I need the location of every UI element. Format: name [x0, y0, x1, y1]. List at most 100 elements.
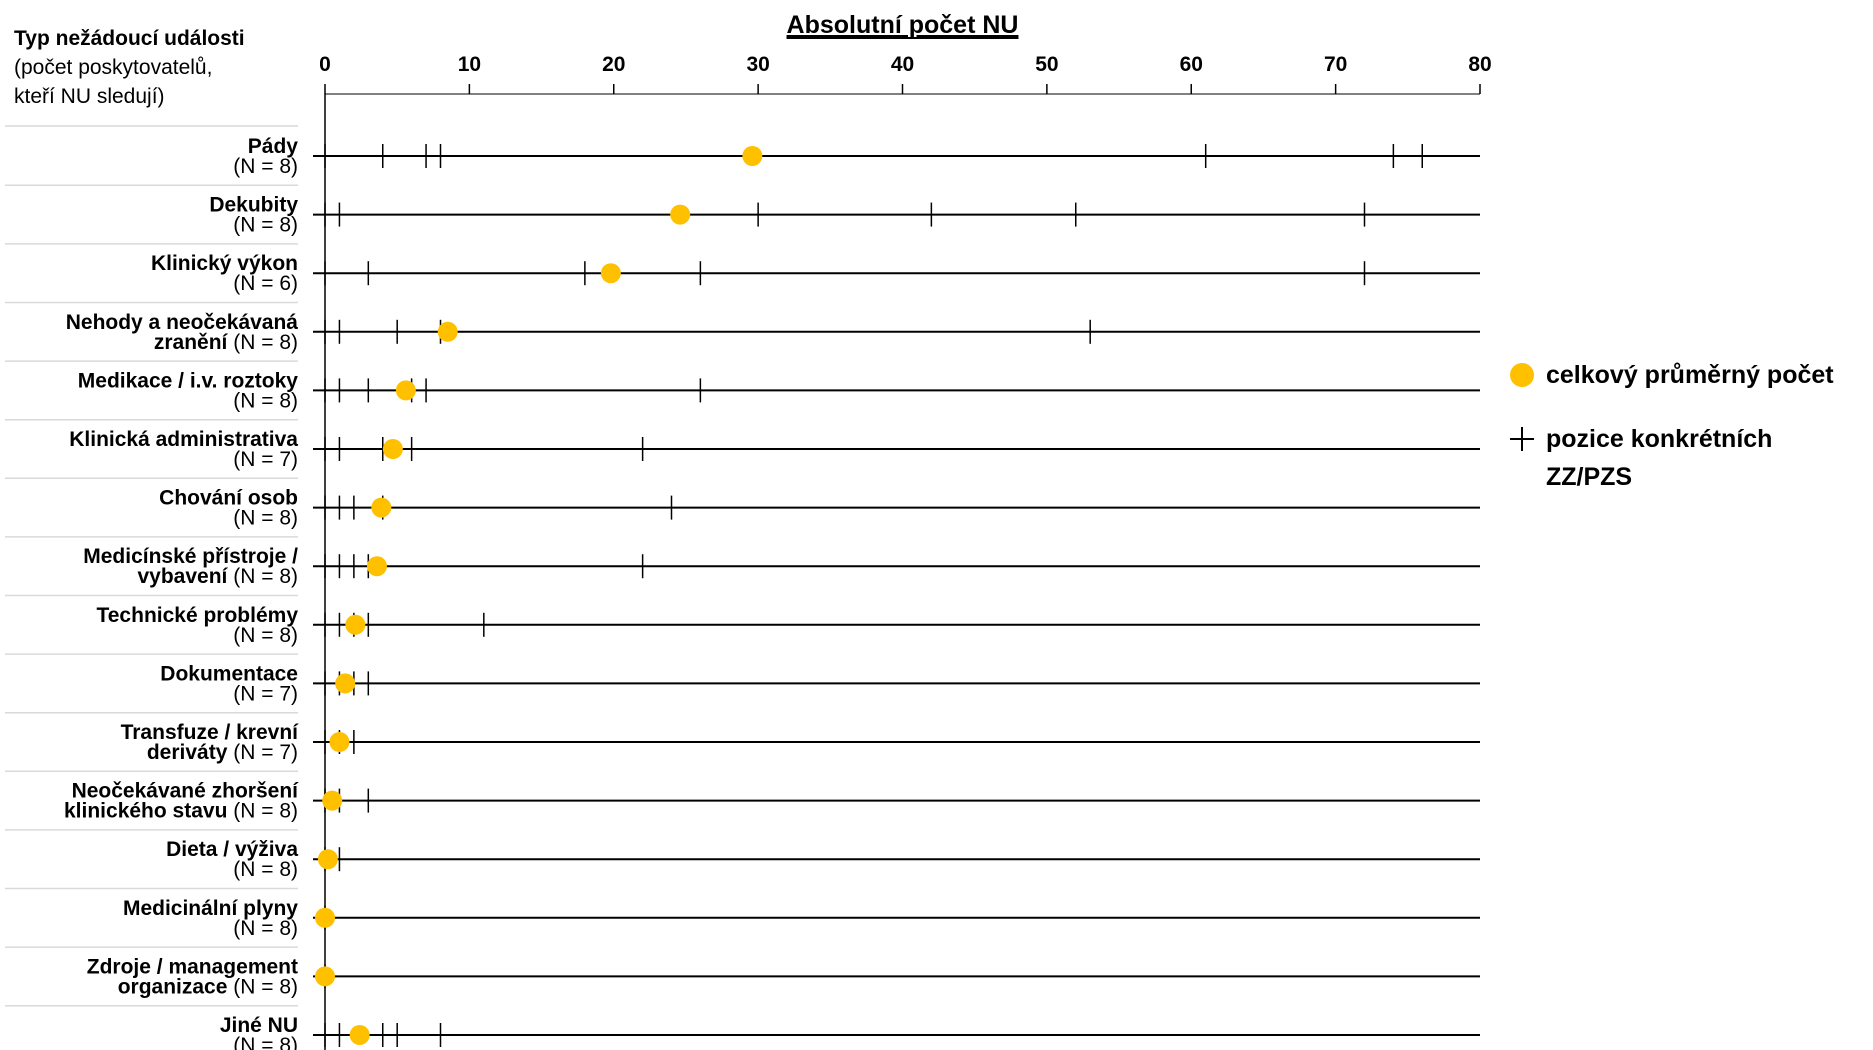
mean-marker — [315, 907, 335, 928]
mean-marker — [600, 263, 621, 284]
row-label-name: deriváty — [147, 741, 233, 764]
chart-row: Technické problémy (N = 8) — [5, 604, 1480, 655]
row-label-name: Nehody a neočekávaná — [66, 311, 299, 334]
row-label-n: (N = 7) — [233, 741, 298, 764]
mean-marker — [335, 673, 356, 694]
row-label-n: (N = 8) — [233, 565, 298, 588]
row-label-n: (N = 8) — [233, 155, 298, 178]
row-label-n: (N = 7) — [233, 448, 298, 471]
chart-row: Chování osob (N = 8) — [5, 487, 1480, 538]
legend-item-positions: pozice konkrétních ZZ/PZS — [1510, 420, 1834, 496]
mean-marker — [437, 321, 458, 342]
row-label-name: Medicínské přístroje / — [83, 545, 298, 568]
row-label-n: (N = 8) — [233, 975, 298, 998]
legend: celkový průměrný počet pozice konkrétníc… — [1510, 356, 1834, 496]
row-label: Nehody a neočekávaná zranění (N = 8) — [66, 311, 299, 354]
x-tick-label: 70 — [1324, 53, 1347, 76]
row-label-name: Klinická administrativa — [69, 428, 298, 451]
x-tick-label: 10 — [458, 53, 481, 76]
row-label-name: Dieta / výživa — [166, 838, 298, 861]
x-tick-label: 30 — [746, 53, 769, 76]
row-label-n: (N = 8) — [233, 214, 298, 237]
chart-row: Dieta / výživa (N = 8) — [5, 838, 1480, 890]
mean-marker — [382, 439, 403, 459]
row-label: Zdroje / management organizace (N = 8) — [87, 955, 298, 998]
legend-mean-marker — [1510, 363, 1534, 387]
row-label-name: organizace — [118, 975, 234, 998]
row-label-n: (N = 8) — [233, 389, 298, 412]
row-label-name: Technické problémy — [96, 604, 298, 627]
chart-row: Pády (N = 8) — [5, 135, 1480, 187]
row-label-name: Dokumentace — [160, 662, 298, 685]
row-label-name: Chování osob — [159, 487, 298, 510]
row-label-n: (N = 8) — [233, 507, 298, 530]
row-label-name: Jiné NU — [220, 1014, 298, 1037]
row-label: Jiné NU (N = 8) — [220, 1014, 298, 1050]
legend-positions-label-line1: pozice konkrétních — [1546, 425, 1773, 453]
y-axis-subtitle-line2: kteří NU sledují) — [14, 85, 165, 108]
row-label-n: (N = 8) — [233, 1034, 298, 1050]
row-label-name: Transfuze / krevní — [121, 721, 300, 744]
mean-marker — [371, 497, 392, 518]
row-label-n: (N = 8) — [233, 331, 298, 354]
legend-item-mean: celkový průměrný počet — [1510, 356, 1834, 394]
x-axis: Absolutní počet NU 0 10 20 30 40 50 60 70 80 — [319, 11, 1492, 1050]
x-tick-label: 80 — [1468, 53, 1491, 76]
x-axis-title: Absolutní počet NU — [787, 11, 1019, 39]
row-label-n: (N = 7) — [233, 682, 298, 705]
row-label-name: Neočekávané zhoršení — [72, 780, 300, 803]
row-label: Medicínské přístroje / vybavení (N = 8) — [83, 545, 298, 588]
x-tick-label: 0 — [319, 53, 331, 76]
row-label-n: (N = 8) — [233, 917, 298, 940]
chart-row: Dokumentace (N = 7) — [5, 662, 1480, 714]
row-label-name: klinického stavu — [64, 800, 233, 823]
row-label: Chování osob (N = 8) — [159, 487, 298, 530]
row-label-name: Dekubity — [209, 194, 298, 217]
mean-marker — [670, 204, 691, 225]
legend-cross-marker — [1510, 427, 1534, 451]
chart-row: Medikace / i.v. roztoky (N = 8) — [5, 369, 1480, 421]
row-label-n: (N = 8) — [233, 800, 298, 823]
row-label-n: (N = 8) — [233, 624, 298, 647]
row-label-name: Klinický výkon — [151, 252, 298, 275]
legend-mean-label: celkový průměrný počet — [1546, 361, 1834, 389]
mean-marker — [315, 966, 335, 987]
chart-rows: Pády (N = 8)Dekubity (N = 8)Klinický výkon… — [5, 135, 1480, 1050]
chart-row: Zdroje / management organizace (N = 8) — [5, 955, 1480, 1007]
row-label: Klinický výkon (N = 6) — [151, 252, 298, 295]
chart-row: Dekubity (N = 8) — [5, 194, 1480, 245]
mean-marker — [366, 556, 387, 577]
row-label: Dieta / výživa (N = 8) — [166, 838, 298, 881]
mean-marker — [317, 849, 338, 870]
chart-row: Medicínské přístroje / vybavení (N = 8) — [5, 545, 1480, 597]
chart-row: Jiné NU (N = 8) — [220, 1014, 1480, 1050]
row-label: Neočekávané zhoršení klinického stavu (N … — [64, 780, 299, 823]
row-label-name: Zdroje / management — [87, 955, 298, 978]
chart-row: Medicinální plyny (N = 8) — [5, 897, 1480, 948]
row-label-name: Pády — [248, 135, 299, 158]
row-label: Dokumentace (N = 7) — [160, 662, 298, 705]
mean-marker — [345, 614, 366, 635]
row-label: Transfuze / krevní deriváty (N = 7) — [121, 721, 300, 764]
mean-marker — [742, 146, 763, 166]
x-tick-label: 60 — [1180, 53, 1203, 76]
mean-marker — [329, 732, 350, 752]
chart-row: Nehody a neočekávaná zranění (N = 8) — [5, 311, 1480, 362]
mean-marker — [349, 1025, 370, 1045]
legend-positions-label-line2: ZZ/PZS — [1546, 463, 1633, 491]
row-label: Medicinální plyny (N = 8) — [123, 897, 298, 940]
chart-row: Klinický výkon (N = 6) — [5, 252, 1480, 304]
mean-marker — [322, 790, 343, 811]
row-label-name: Medicinální plyny — [123, 897, 298, 920]
row-label-name: vybavení — [138, 565, 234, 588]
x-tick-label: 50 — [1035, 53, 1058, 76]
chart-row: Transfuze / krevní deriváty (N = 7) — [5, 721, 1480, 773]
row-label: Technické problémy (N = 8) — [96, 604, 298, 647]
row-label: Medikace / i.v. roztoky (N = 8) — [78, 369, 299, 412]
x-tick-label: 20 — [602, 53, 625, 76]
mean-marker — [395, 380, 416, 401]
y-axis-subtitle-line1: (počet poskytovatelů, — [14, 56, 213, 79]
row-label: Dekubity (N = 8) — [209, 194, 298, 237]
row-label-name: Medikace / i.v. roztoky — [78, 369, 299, 392]
